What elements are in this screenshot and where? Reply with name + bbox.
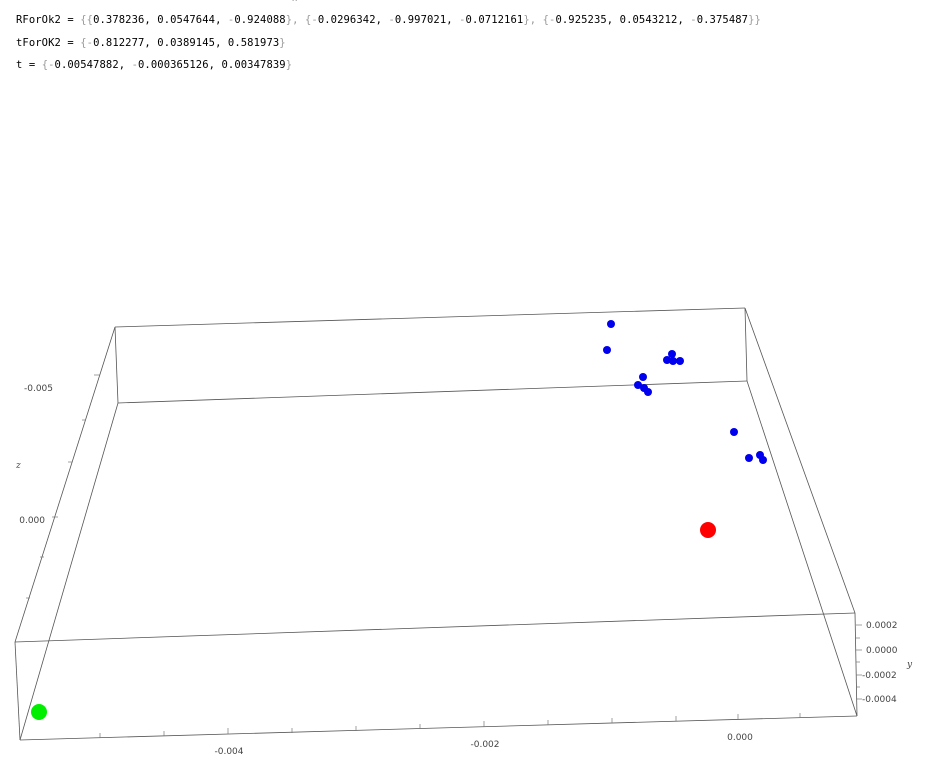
variable-name: RForOk2 — [16, 14, 61, 26]
value-fragment: 0.378236, 0.0547644, — [93, 14, 228, 26]
value-fragment: 0.000365126, 0.00347839 — [138, 59, 286, 71]
box-edge — [117, 380, 748, 404]
y-tick-label: -0.0002 — [862, 671, 897, 681]
value-fragment: 0.0712161 — [465, 14, 524, 26]
red-point — [700, 522, 716, 538]
equals-sign: = — [60, 14, 81, 26]
value-fragment: 0.812277, 0.0389145, 0.581973 — [93, 37, 280, 49]
output-line-t[interactable]: t = {-0.00547882, -0.000365126, 0.003478… — [16, 59, 292, 71]
output-line-tforok2[interactable]: tForOK2 = {-0.812277, 0.0389145, 0.58197… — [16, 37, 286, 49]
value-fragment: - — [48, 59, 55, 71]
box-edge — [19, 402, 119, 741]
y-tick-label: -0.0004 — [862, 695, 897, 705]
box-edge — [744, 307, 856, 614]
box-edge — [14, 612, 856, 643]
x-tick-label: 0.000 — [727, 733, 753, 743]
z-tick-label: 0.000 — [19, 516, 45, 526]
output-line-rforok2[interactable]: RForOk2 = {{0.378236, 0.0547644, -0.9240… — [16, 14, 761, 26]
value-fragment: } — [285, 59, 293, 71]
box-edge — [114, 307, 746, 328]
blue-point — [730, 428, 738, 436]
value-fragment: }} — [748, 14, 761, 26]
value-fragment: - — [549, 14, 556, 26]
value-fragment: - — [459, 14, 466, 26]
blue-point — [669, 357, 677, 365]
x-tick-label: -0.002 — [470, 740, 499, 750]
blue-point — [663, 356, 671, 364]
value-fragment: 0.375487 — [696, 14, 749, 26]
value-fragment: 0.0296342, — [317, 14, 389, 26]
value-fragment: }, { — [523, 14, 550, 26]
blue-point — [759, 456, 767, 464]
blue-point — [644, 388, 652, 396]
value-fragment: 0.997021, — [394, 14, 460, 26]
value-fragment: {{ — [80, 14, 94, 26]
blue-point — [676, 357, 684, 365]
y-tick-label: 0.0000 — [866, 646, 898, 656]
equals-sign: = — [60, 37, 81, 49]
box-edge — [854, 612, 858, 717]
z-axis-label: z — [15, 461, 21, 471]
blue-point — [634, 381, 642, 389]
value-fragment: - — [311, 14, 318, 26]
value-fragment: 0.00547882, — [54, 59, 132, 71]
y-tick-label: 0.0002 — [866, 621, 898, 631]
green-point — [31, 704, 47, 720]
box-edge — [744, 307, 748, 382]
value-fragment: - — [388, 14, 395, 26]
bounding-box — [14, 307, 858, 741]
point-cloud — [603, 320, 767, 464]
y-axis-label: y — [906, 660, 913, 670]
box-edge — [114, 326, 119, 404]
blue-point — [745, 454, 753, 462]
value-fragment: { — [80, 37, 87, 49]
value-fragment: - — [690, 14, 697, 26]
box-edge — [14, 641, 21, 741]
value-fragment: - — [86, 37, 94, 49]
box-edge — [14, 326, 116, 643]
blue-point — [668, 350, 676, 358]
variable-name: tForOK2 — [16, 37, 61, 49]
value-fragment: } — [279, 37, 286, 49]
value-fragment: - — [131, 59, 139, 71]
blue-point — [639, 373, 647, 381]
box-edge — [746, 380, 858, 717]
value-fragment: - — [227, 14, 235, 26]
value-fragment: { — [41, 59, 49, 71]
blue-point — [603, 346, 611, 354]
close-mark[interactable]: x — [292, 0, 297, 4]
box-edge — [19, 715, 858, 741]
blue-point — [607, 320, 615, 328]
value-fragment: }, { — [285, 14, 312, 26]
value-fragment: 0.925235, 0.0543212, — [555, 14, 691, 26]
z-tick-label: -0.005 — [24, 384, 53, 394]
variable-name: t — [16, 59, 23, 71]
value-fragment: 0.924088 — [234, 14, 286, 26]
x-tick-label: -0.004 — [214, 747, 243, 757]
equals-sign: = — [22, 59, 42, 71]
